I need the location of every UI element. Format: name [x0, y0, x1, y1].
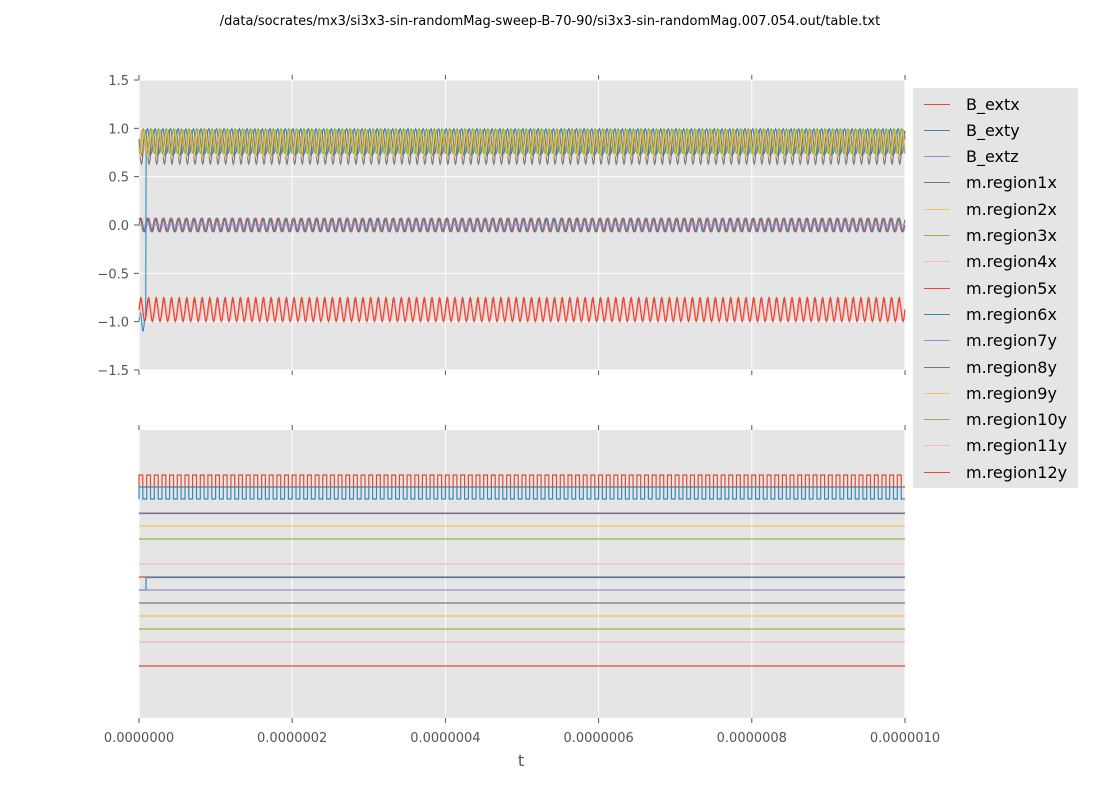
- legend-line-swatch: [924, 340, 950, 342]
- bottom-series-B_extx: [138, 474, 905, 488]
- legend-item: B_extz: [913, 144, 1019, 170]
- legend-label: m.region6x: [966, 304, 1057, 324]
- y-tick-label: 1.0: [108, 122, 129, 137]
- legend-item: m.region6x: [913, 301, 1057, 327]
- legend-item: m.region12y: [913, 459, 1067, 485]
- legend-item: m.region7y: [913, 328, 1057, 354]
- legend-item: m.region9y: [913, 380, 1057, 406]
- x-tick-label: 0.0000010: [870, 731, 940, 746]
- legend-item: B_extx: [913, 91, 1020, 117]
- bottom-axes: 0.0000000 0.0000002 0.0000004 0.0000006 0.00…: [104, 430, 940, 746]
- legend-label: m.region5x: [966, 278, 1057, 298]
- legend-label: m.region2x: [966, 199, 1057, 219]
- y-tick-label: 0.0: [108, 219, 129, 234]
- y-tick-label: 1.5: [108, 74, 129, 89]
- legend-label: m.region7y: [966, 331, 1057, 351]
- y-tick-label: −0.5: [97, 267, 129, 282]
- chart-title: /data/socrates/mx3/si3x3-sin-randomMag-s…: [219, 14, 881, 29]
- y-tick-label: −1.0: [97, 316, 129, 331]
- legend-line-swatch: [924, 471, 950, 473]
- x-tick-label: 0.0000004: [410, 731, 480, 746]
- legend-line-swatch: [924, 366, 950, 368]
- legend-line-swatch: [924, 129, 950, 131]
- legend-item: m.region8y: [913, 354, 1057, 380]
- legend: B_extx B_exty B_extz m.region1x m.region2x m.…: [913, 88, 1078, 488]
- legend-label: m.region10y: [966, 410, 1068, 430]
- top-series-B_exty: [138, 217, 906, 233]
- legend-line-swatch: [924, 208, 950, 210]
- legend-label: m.region8y: [966, 357, 1057, 377]
- x-tick-label: 0.0000000: [104, 731, 174, 746]
- legend-line-swatch: [924, 445, 950, 447]
- legend-label: B_extz: [966, 147, 1019, 167]
- top-axes: 1.5 1.0 0.5 0.0 −0.5 −1.0 −1.5: [97, 74, 906, 723]
- legend-item: m.region1x: [913, 170, 1057, 196]
- legend-line-swatch: [924, 103, 950, 105]
- legend-label: B_extx: [966, 94, 1020, 114]
- top-series-m-region10y: [138, 128, 906, 154]
- legend-line-swatch: [924, 235, 950, 236]
- legend-item: m.region3x: [913, 223, 1057, 249]
- legend-label: m.region3x: [966, 226, 1057, 245]
- legend-line-swatch: [924, 419, 950, 421]
- legend-line-swatch: [924, 313, 950, 315]
- legend-item: m.region4x: [913, 249, 1057, 275]
- legend-line-swatch: [924, 156, 950, 158]
- legend-label: m.region11y: [966, 436, 1068, 456]
- legend-line-swatch: [924, 392, 950, 394]
- bottom-series-B_exty: [138, 486, 905, 500]
- legend-label: m.region1x: [966, 173, 1057, 193]
- legend-line-swatch: [924, 287, 950, 289]
- y-tick-label: 0.5: [108, 171, 129, 186]
- legend-line-swatch: [924, 261, 950, 263]
- legend-item: m.region5x: [913, 275, 1057, 301]
- legend-item: m.region11y: [913, 433, 1067, 459]
- x-tick-label: 0.0000002: [257, 731, 327, 746]
- x-tick-label: 0.0000008: [717, 731, 787, 746]
- legend-label: m.region12y: [966, 462, 1068, 482]
- y-tick-label: −1.5: [97, 364, 129, 379]
- legend-label: m.region9y: [966, 383, 1057, 403]
- legend-item: B_exty: [913, 117, 1020, 143]
- legend-line-swatch: [924, 182, 950, 184]
- x-tick-label: 0.0000006: [563, 731, 633, 746]
- legend-item: m.region10y: [913, 407, 1067, 433]
- legend-item: m.region2x: [913, 196, 1057, 222]
- legend-label: B_exty: [966, 120, 1020, 140]
- bottom-plot-area: [139, 430, 905, 718]
- legend-label: m.region4x: [966, 252, 1057, 272]
- top-series-m-region12y: [138, 299, 906, 322]
- x-axis-label: t: [518, 751, 524, 770]
